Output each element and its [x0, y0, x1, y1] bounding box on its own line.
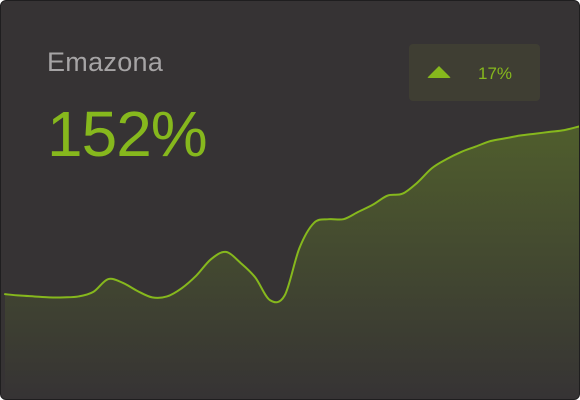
company-name: Emazona [47, 47, 164, 77]
change-value: 17% [478, 64, 513, 83]
metric-value: 152% [47, 98, 208, 170]
chart-series-line [4, 125, 579, 304]
change-badge: 17% [409, 44, 540, 101]
chart-area-fill [5, 126, 579, 399]
triangle-up-icon [427, 66, 451, 78]
